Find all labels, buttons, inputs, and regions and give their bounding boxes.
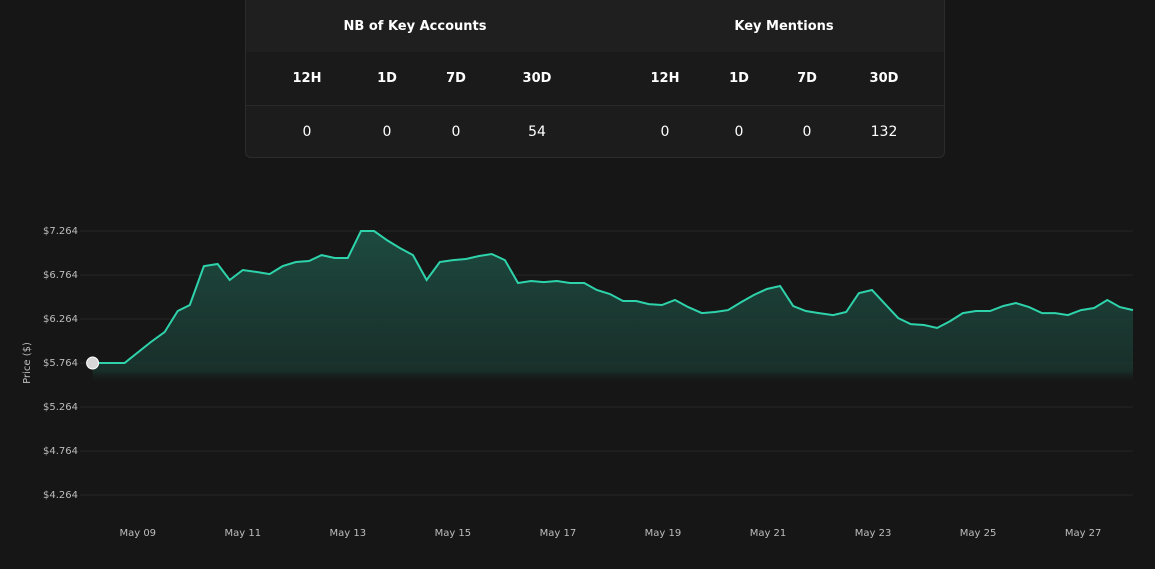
y-tick-label: $5.764 — [43, 358, 78, 369]
y-tick-label: $4.264 — [43, 490, 78, 501]
column-header: 12H — [292, 71, 322, 86]
column-header: 30D — [869, 71, 899, 86]
start-point — [86, 356, 100, 370]
stats-table: NB of Key Accounts Key Mentions 12H 1D 7D 30… — [245, 0, 945, 158]
x-tick-label: May 17 — [540, 528, 577, 539]
cell-value: 0 — [451, 123, 461, 140]
value-row: 0 0 0 54 0 0 0 132 — [246, 106, 944, 157]
x-tick-label: May 23 — [855, 528, 892, 539]
x-tick-label: May 09 — [119, 528, 156, 539]
x-tick-label: May 25 — [960, 528, 997, 539]
cell-value: 132 — [870, 123, 898, 140]
cell-value: 0 — [382, 123, 392, 140]
y-tick-label: $6.764 — [43, 270, 78, 281]
x-tick-label: May 27 — [1065, 528, 1102, 539]
group-row: NB of Key Accounts Key Mentions — [246, 0, 944, 52]
column-header: 12H — [650, 71, 680, 86]
y-tick-label: $6.264 — [43, 314, 78, 325]
cell-value: 0 — [302, 123, 312, 140]
group-title: NB of Key Accounts — [343, 18, 487, 34]
cell-value: 54 — [528, 123, 546, 140]
cell-value: 0 — [734, 123, 744, 140]
column-header: 1D — [377, 71, 397, 86]
column-header: 7D — [446, 71, 466, 86]
y-tick-label: $4.764 — [43, 446, 78, 457]
y-axis-label: Price ($) — [22, 342, 33, 384]
x-tick-label: May 11 — [225, 528, 262, 539]
header-row: 12H 1D 7D 30D 12H 1D 7D 30D — [246, 52, 944, 106]
price-line — [92, 230, 1134, 364]
y-tick-label: $7.264 — [43, 226, 78, 237]
group-title: Key Mentions — [734, 18, 834, 34]
column-header: 30D — [522, 71, 552, 86]
x-tick-label: May 19 — [645, 528, 682, 539]
cell-value: 0 — [660, 123, 670, 140]
column-header: 1D — [729, 71, 749, 86]
cell-value: 0 — [802, 123, 812, 140]
column-header: 7D — [797, 71, 817, 86]
x-tick-label: May 15 — [435, 528, 472, 539]
y-tick-label: $5.264 — [43, 402, 78, 413]
x-tick-label: May 21 — [750, 528, 787, 539]
x-tick-label: May 13 — [330, 528, 367, 539]
area-fill — [92, 231, 1134, 510]
